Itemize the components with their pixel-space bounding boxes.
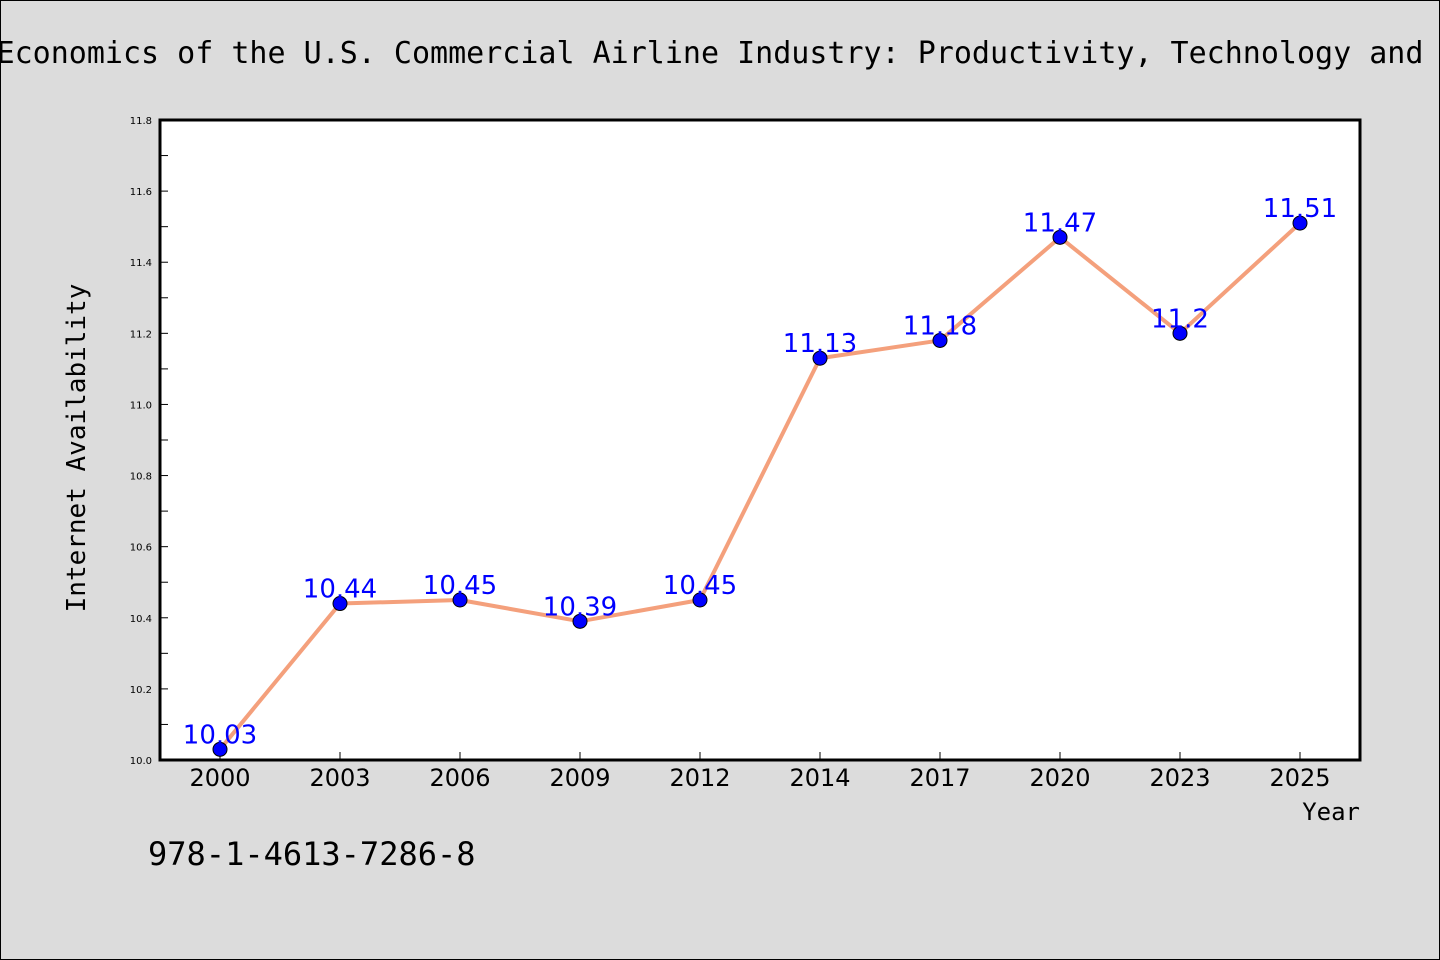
x-axis: 2000 2003 2006 2009 2012 2014 2017 2020 2023 2025 bbox=[189, 752, 1331, 792]
data-point bbox=[1172, 325, 1188, 341]
x-tick-label: 2025 bbox=[1269, 764, 1330, 792]
data-point bbox=[692, 592, 708, 608]
series-line bbox=[218, 221, 1302, 751]
data-points bbox=[212, 215, 1308, 757]
data-point bbox=[1292, 215, 1308, 231]
x-tick-label: 2003 bbox=[309, 764, 370, 792]
data-labels: 10.03 10.44 10.45 10.39 10.45 11.13 11.18 11.47… bbox=[183, 194, 1337, 750]
y-axis: 10.0 10.2 10.4 10.6 10.8 11.0 11.2 11.4 11.6 11.8 bbox=[130, 116, 168, 767]
data-point bbox=[932, 332, 948, 348]
data-label: 10.39 bbox=[543, 592, 617, 622]
y-tick-label: 11.8 bbox=[130, 116, 152, 127]
y-tick-label: 11.2 bbox=[130, 329, 152, 340]
y-tick-label: 10.0 bbox=[130, 756, 152, 767]
y-tick-label: 11.6 bbox=[130, 187, 152, 198]
y-axis-label: Internet Availability bbox=[62, 284, 92, 613]
data-point bbox=[1052, 229, 1068, 245]
y-tick-label: 10.6 bbox=[130, 543, 152, 554]
chart-title: Economics of the U.S. Commercial Airline… bbox=[0, 36, 1423, 71]
data-label: 10.45 bbox=[663, 571, 737, 601]
data-point bbox=[812, 350, 828, 366]
x-tick-label: 2000 bbox=[189, 764, 250, 792]
x-tick-label: 2006 bbox=[429, 764, 490, 792]
x-tick-label: 2017 bbox=[909, 764, 970, 792]
plot-area bbox=[158, 118, 1362, 762]
data-label: 10.03 bbox=[183, 720, 257, 750]
data-label: 10.45 bbox=[423, 571, 497, 601]
y-tick-label: 11.0 bbox=[130, 400, 152, 411]
data-label: 10.44 bbox=[303, 575, 377, 605]
x-tick-label: 2014 bbox=[789, 764, 850, 792]
data-label: 11.18 bbox=[903, 311, 977, 341]
data-point bbox=[572, 613, 588, 629]
x-tick-label: 2012 bbox=[669, 764, 730, 792]
x-tick-label: 2023 bbox=[1149, 764, 1210, 792]
series-line-group bbox=[218, 221, 1302, 751]
y-tick-label: 10.2 bbox=[130, 685, 152, 696]
data-label: 11.47 bbox=[1023, 208, 1097, 238]
x-tick-label: 2009 bbox=[549, 764, 610, 792]
x-axis-label: Year bbox=[1302, 798, 1360, 826]
data-label: 11.13 bbox=[783, 329, 857, 359]
data-point bbox=[452, 592, 468, 608]
x-tick-label: 2020 bbox=[1029, 764, 1090, 792]
y-tick-label: 10.8 bbox=[130, 472, 152, 483]
data-point bbox=[212, 741, 228, 757]
y-tick-label: 11.4 bbox=[130, 258, 152, 269]
data-point bbox=[332, 596, 348, 612]
data-label: 11.2 bbox=[1151, 304, 1209, 334]
y-tick-label: 10.4 bbox=[130, 614, 152, 625]
data-label: 11.51 bbox=[1263, 194, 1337, 224]
isbn-annotation: 978-1-4613-7286-8 bbox=[148, 835, 476, 873]
